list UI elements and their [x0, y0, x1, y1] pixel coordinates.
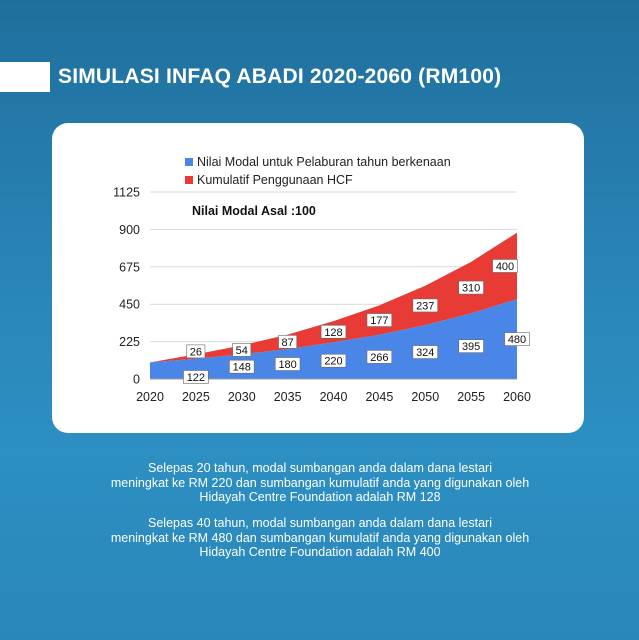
data-label-hcf-box — [278, 335, 298, 349]
series-area-modal — [150, 299, 517, 379]
data-label-hcf-box — [186, 344, 206, 359]
x-tick-label: 2050 — [411, 390, 439, 404]
caption-line: Hidayah Centre Foundation adalah RM 128 — [199, 490, 441, 504]
data-label-modal-box — [320, 353, 347, 368]
area-chart: 0 225 450 675 900 1125 2020 2025 2030 2035 2040 204… — [113, 155, 531, 404]
data-label-modal-box — [229, 359, 255, 374]
x-tick-label: 2040 — [320, 390, 348, 404]
y-tick-label: 1125 — [113, 186, 140, 200]
data-label-modal-box — [366, 350, 393, 364]
y-tick-label: 0 — [133, 373, 140, 387]
data-label-hcf-box — [366, 313, 393, 327]
legend-swatch — [185, 176, 193, 184]
x-tick-label: 2045 — [365, 390, 393, 404]
y-tick-label: 675 — [119, 260, 140, 274]
data-label-modal: 122 — [187, 372, 205, 384]
data-label-hcf: 400 — [496, 261, 514, 273]
data-label-modal: 480 — [508, 334, 526, 346]
data-label-modal: 148 — [233, 362, 251, 374]
caption-line: meningkat ke RM 220 dan sumbangan kumula… — [110, 475, 530, 490]
data-label-modal: 220 — [324, 356, 342, 368]
data-label-hcf: 54 — [236, 345, 248, 357]
x-tick-label: 2055 — [457, 390, 485, 404]
legend-label: Nilai Modal untuk Pelaburan tahun berken… — [197, 155, 451, 169]
caption-line: Selepas 40 tahun, modal sumbangan anda d… — [148, 516, 492, 530]
legend-label: Kumulatif Penggunaan HCF — [197, 173, 353, 187]
data-label-modal-box — [504, 332, 530, 346]
data-label-hcf: 177 — [370, 315, 388, 327]
data-label-modal-box — [458, 339, 484, 353]
data-label-hcf: 310 — [462, 283, 480, 295]
caption-paragraph-1: Selepas 20 tahun, modal sumbangan anda d… — [60, 461, 580, 505]
caption-paragraph-2: Selepas 40 tahun, modal sumbangan anda d… — [60, 516, 580, 560]
y-tick-label: 450 — [119, 298, 140, 312]
data-label-hcf: 26 — [190, 346, 202, 358]
data-label-hcf-box — [412, 298, 438, 313]
data-label-modal-box — [412, 345, 438, 359]
data-label-modal-box — [274, 357, 301, 371]
x-tick-label: 2020 — [136, 390, 164, 404]
data-label-modal: 266 — [370, 352, 388, 364]
page-title: SIMULASI INFAQ ABADI 2020-2060 (RM100) — [58, 65, 502, 88]
data-label-hcf-box — [458, 280, 484, 295]
data-label-hcf: 128 — [324, 327, 342, 339]
legend-swatch — [185, 158, 193, 166]
data-label-modal: 395 — [462, 341, 480, 353]
caption-line: Selepas 20 tahun, modal sumbangan anda d… — [148, 461, 492, 475]
data-label-hcf: 87 — [282, 337, 294, 349]
data-label-hcf: 237 — [416, 300, 434, 312]
data-label-modal: 324 — [416, 347, 434, 359]
data-label-hcf-box — [232, 343, 252, 357]
caption-line: Hidayah Centre Foundation adalah RM 400 — [199, 545, 441, 559]
y-tick-label: 225 — [119, 335, 140, 349]
data-label-hcf-box — [492, 259, 518, 273]
data-label-modal-box — [183, 370, 209, 384]
chart-annotation: Nilai Modal Asal :100 — [192, 204, 316, 218]
x-tick-label: 2025 — [182, 390, 210, 404]
title-accent-bar — [0, 62, 50, 92]
data-label-modal: 180 — [278, 359, 296, 371]
x-tick-label: 2035 — [274, 390, 302, 404]
data-label-hcf-box — [320, 324, 347, 339]
chart-card: 0 225 450 675 900 1125 2020 2025 2030 2035 2040 204… — [52, 123, 584, 433]
y-tick-label: 900 — [119, 223, 140, 237]
caption-line: meningkat ke RM 480 dan sumbangan kumula… — [110, 530, 530, 545]
x-tick-label: 2030 — [228, 390, 256, 404]
x-tick-label: 2060 — [503, 390, 531, 404]
